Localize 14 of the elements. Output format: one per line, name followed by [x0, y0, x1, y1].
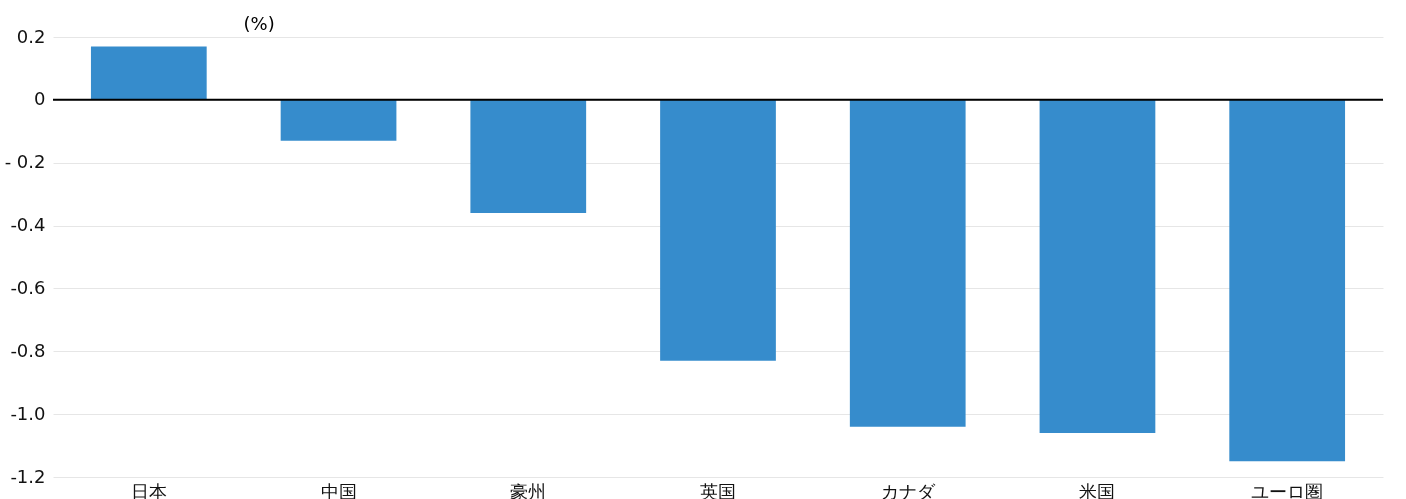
x-tick-label: 米国	[1079, 480, 1116, 499]
y-tick-label: 0.2	[16, 25, 46, 47]
y-tick-label: 0	[34, 88, 46, 110]
x-tick-label: ユーロ圏	[1251, 480, 1324, 499]
x-tick-label: 豪州	[510, 480, 547, 499]
y-tick-label: -0.6	[10, 276, 46, 298]
y-tick-label: -1.2	[10, 465, 46, 487]
y-tick-label: -1.0	[10, 402, 46, 424]
y-tick-label: -0.4	[10, 214, 46, 236]
x-tick-label: 日本	[130, 480, 167, 499]
y-tick-label: - 0.2	[4, 151, 46, 173]
y-axis-title: (%)	[243, 12, 275, 34]
y-tick-label: -0.8	[10, 339, 46, 361]
x-tick-label: 中国	[320, 480, 357, 499]
